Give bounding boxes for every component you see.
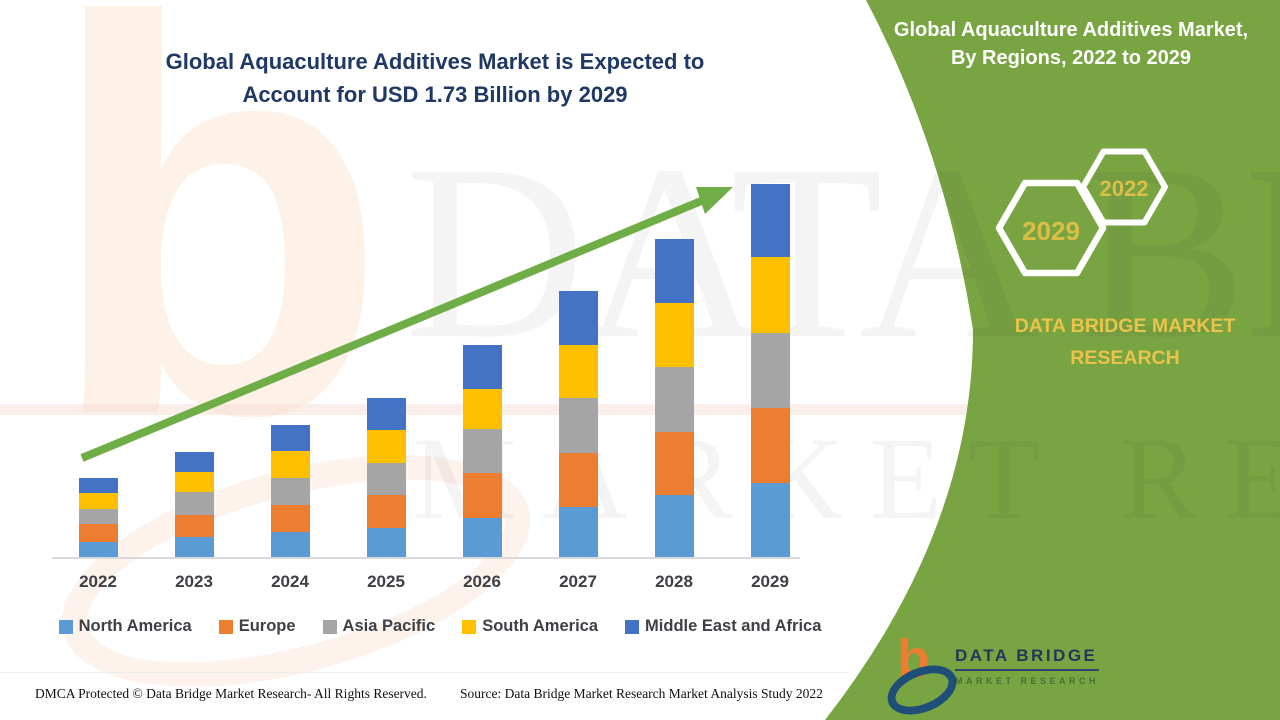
chart-title-line2: Account for USD 1.73 Billion by 2029 [242, 82, 628, 107]
bar-segment-2023-north-america [175, 537, 214, 558]
bar-segment-2022-south-america [79, 493, 118, 509]
bar-segment-2025-north-america [367, 528, 406, 558]
x-axis-label-2026: 2026 [463, 572, 501, 591]
footer-divider [0, 672, 848, 673]
hexagon-2029-label: 2029 [1022, 216, 1080, 246]
bar-segment-2024-north-america [271, 532, 310, 558]
bar-segment-2029-north-america [751, 483, 790, 558]
legend-item-middle-east-and-africa: Middle East and Africa [625, 617, 821, 636]
side-panel-title: Global Aquaculture Additives Market, By … [872, 16, 1270, 72]
legend-marker-icon [322, 619, 337, 634]
x-axis-label-2023: 2023 [175, 572, 213, 591]
x-axis-label-2029: 2029 [751, 572, 789, 591]
x-axis-label-2028: 2028 [655, 572, 693, 591]
bar-segment-2029-asia-pacific [751, 333, 790, 408]
databridge-logo: b DATA BRIDGE MARKET RESEARCH [880, 629, 1130, 720]
bar-segment-2029-europe [751, 408, 790, 483]
bar-segment-2023-asia-pacific [175, 492, 214, 515]
bar-segment-2023-europe [175, 515, 214, 537]
bar-segment-2024-asia-pacific [271, 478, 310, 505]
logo-secondary-text: MARKET RESEARCH [955, 676, 1100, 686]
legend-label: Europe [238, 617, 296, 635]
x-axis-label-2027: 2027 [559, 572, 597, 591]
legend-marker-icon [58, 619, 73, 634]
x-axis-label-2022: 2022 [79, 572, 117, 591]
bar-segment-2025-asia-pacific [367, 463, 406, 495]
x-axis-label-2024: 2024 [271, 572, 309, 591]
side-panel-brand-line2: RESEARCH [1070, 347, 1180, 369]
hexagon-2022 [1080, 148, 1168, 226]
bar-segment-2022-north-america [79, 542, 118, 558]
bar-segment-2029-middle-east-and-africa [751, 184, 790, 257]
x-axis-label-2025: 2025 [367, 572, 405, 591]
bar-segment-2022-europe [79, 524, 118, 542]
bar-segment-2022-middle-east-and-africa [79, 478, 118, 493]
legend-marker-icon [462, 619, 477, 634]
legend-item-south-america: South America [462, 617, 598, 636]
chart-legend: North America Europe Asia Pacific South Ame… [40, 617, 840, 636]
side-panel-shape [825, 0, 1280, 720]
side-panel-title-line2: By Regions, 2022 to 2029 [950, 47, 1192, 69]
bar-segment-2022-asia-pacific [79, 509, 118, 524]
legend-item-north-america: North America [58, 617, 192, 636]
logo-b-mark: b [897, 629, 930, 689]
bar-segment-2027-europe [559, 453, 598, 507]
hexagon-2029 [995, 179, 1107, 277]
bar-segment-2023-south-america [175, 472, 214, 492]
footer-dmca-text: DMCA Protected © Data Bridge Market Rese… [35, 686, 427, 701]
bar-segment-2025-europe [367, 495, 406, 528]
bar-segment-2029-south-america [751, 257, 790, 333]
side-panel-title-line1: Global Aquaculture Additives Market, [893, 19, 1249, 41]
bar-column-2029 [751, 0, 790, 558]
logo-underline [955, 669, 1099, 671]
legend-marker-icon [218, 619, 233, 634]
logo-primary-text: DATA BRIDGE [955, 646, 1098, 665]
legend-label: South America [482, 617, 599, 635]
legend-marker-icon [625, 619, 640, 634]
side-panel-brand-line1: DATA BRIDGE MARKET [1014, 315, 1236, 337]
bar-segment-2026-europe [463, 473, 502, 518]
x-axis-line [52, 557, 800, 559]
bar-segment-2024-europe [271, 505, 310, 532]
footer-source-text: Source: Data Bridge Market Research Mark… [460, 686, 823, 701]
bar-column-2022 [79, 0, 118, 558]
legend-label: North America [78, 617, 192, 635]
legend-label: Middle East and Africa [645, 617, 822, 635]
bar-segment-2026-north-america [463, 518, 502, 558]
chart-title-line1: Global Aquaculture Additives Market is E… [165, 49, 705, 74]
chart-title: Global Aquaculture Additives Market is E… [110, 45, 760, 111]
side-panel-brand: DATA BRIDGE MARKET RESEARCH [965, 310, 1280, 374]
bar-segment-2028-north-america [655, 495, 694, 558]
bar-segment-2027-north-america [559, 507, 598, 558]
legend-item-europe: Europe [218, 617, 296, 636]
hexagon-2022-label: 2022 [1100, 176, 1149, 201]
legend-item-asia-pacific: Asia Pacific [322, 617, 436, 636]
legend-label: Asia Pacific [342, 617, 436, 635]
